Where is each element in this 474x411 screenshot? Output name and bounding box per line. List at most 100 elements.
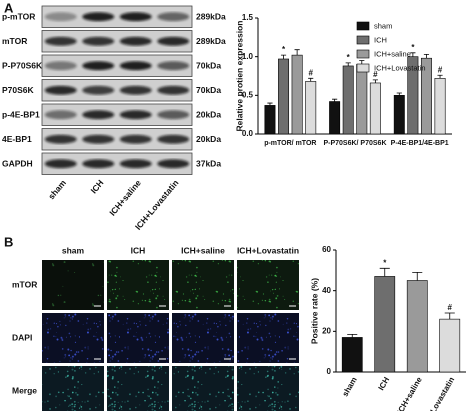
blot-band <box>82 36 115 46</box>
significance-mark: # <box>308 68 313 77</box>
blot-strip <box>41 79 193 102</box>
row-label: mTOR <box>12 279 37 289</box>
blot-band <box>82 12 115 22</box>
micrograph <box>172 260 234 310</box>
error-bar <box>412 271 423 281</box>
legend-swatch <box>356 49 370 59</box>
micrograph <box>172 366 234 411</box>
blot-size-label: 70kDa <box>196 85 221 95</box>
blot-band <box>119 85 152 95</box>
micrograph <box>237 366 299 411</box>
bar <box>393 95 405 135</box>
blot-band <box>119 36 152 46</box>
blot-band <box>82 85 115 95</box>
error-bar <box>410 52 416 57</box>
micrograph <box>237 313 299 363</box>
blot-band <box>157 110 190 120</box>
blot-band <box>157 134 190 144</box>
blot-row-label: mTOR <box>2 36 27 46</box>
x-tick-label: ICH+saline <box>395 375 424 411</box>
significance-mark: # <box>373 70 378 79</box>
blot-band <box>119 110 152 120</box>
blot-row-label: GAPDH <box>2 158 33 168</box>
blot-band <box>119 61 152 71</box>
blot-band <box>44 134 77 144</box>
error-bar <box>267 102 273 106</box>
bar <box>439 318 461 373</box>
bar <box>329 101 341 135</box>
legend-swatch <box>356 63 370 73</box>
micrograph <box>42 366 104 411</box>
blot-band <box>44 85 77 95</box>
blot-size-label: 289kDa <box>196 11 226 21</box>
bar <box>291 54 303 135</box>
blot-band <box>82 61 115 71</box>
blot-band <box>82 159 115 169</box>
significance-mark: * <box>411 43 415 52</box>
y-tick-label: 1.0 <box>242 52 254 61</box>
blot-band <box>119 12 152 22</box>
error-bar <box>437 74 443 79</box>
bar <box>406 280 428 373</box>
y-axis-label: Relative protien expression <box>234 20 244 131</box>
micrograph <box>237 260 299 310</box>
y-tick-label: 0 <box>327 367 332 376</box>
micrograph <box>172 313 234 363</box>
bar <box>305 81 317 135</box>
legend-swatch <box>356 35 370 45</box>
blot-strip <box>41 103 193 126</box>
significance-mark: # <box>448 303 453 312</box>
significance-mark: # <box>438 65 443 74</box>
blot-row-label: p-mTOR <box>2 11 35 21</box>
bar <box>278 58 290 135</box>
blot-band <box>119 159 152 169</box>
bar <box>369 82 381 135</box>
significance-mark: * <box>383 258 387 267</box>
error-bar <box>444 312 455 320</box>
blot-size-label: 20kDa <box>196 109 221 119</box>
blot-strip <box>41 5 193 28</box>
error-bar <box>294 49 300 56</box>
blot-band <box>157 61 190 71</box>
bar <box>341 337 363 373</box>
blot-band <box>157 159 190 169</box>
blot-band <box>44 12 77 22</box>
error-bar <box>379 267 390 277</box>
blot-strip <box>41 128 193 151</box>
blot-size-label: 70kDa <box>196 60 221 70</box>
blot-band <box>157 36 190 46</box>
blot-strip <box>41 54 193 77</box>
column-label: ICH <box>131 245 146 255</box>
micrograph <box>107 366 169 411</box>
bar <box>342 65 354 135</box>
blot-band <box>82 134 115 144</box>
x-tick-label: ICH <box>377 375 392 392</box>
blot-row-label: 4E-BP1 <box>2 134 32 144</box>
error-bar <box>332 98 338 102</box>
y-tick-label: 0.5 <box>242 90 254 99</box>
micrograph <box>107 313 169 363</box>
blot-band <box>82 110 115 120</box>
blot-band <box>44 36 77 46</box>
micrograph <box>42 313 104 363</box>
blot-band <box>44 110 77 120</box>
blot-band <box>157 85 190 95</box>
lane-label: ICH+saline <box>107 178 143 218</box>
bar <box>434 78 446 135</box>
blot-band <box>44 61 77 71</box>
error-bar <box>396 92 402 96</box>
x-tick-label: P-4E-BP1/4E-BP1 <box>391 140 449 147</box>
column-label: ICH+saline <box>181 245 225 255</box>
micrograph <box>42 260 104 310</box>
legend-label: ICH+saline <box>374 49 411 58</box>
significance-mark: * <box>347 53 351 62</box>
y-tick-label: 40 <box>322 286 331 295</box>
bar <box>374 276 396 373</box>
error-bar <box>347 333 358 338</box>
row-label: DAPI <box>12 332 32 342</box>
error-bar <box>345 62 351 66</box>
blot-band <box>44 159 77 169</box>
bar <box>356 64 368 135</box>
y-axis-label: Positive rate (%) <box>309 278 319 344</box>
column-label: sham <box>62 245 85 255</box>
